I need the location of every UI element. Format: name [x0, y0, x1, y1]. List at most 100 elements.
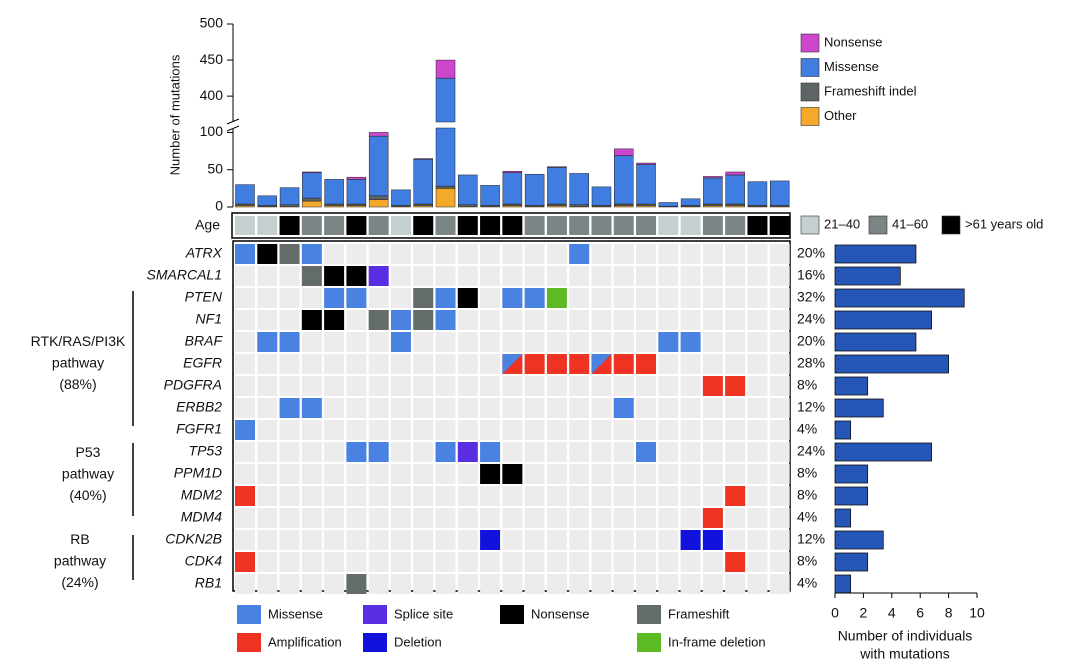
empty-cell — [613, 508, 634, 528]
age-cell — [569, 216, 590, 235]
empty-cell — [457, 310, 478, 330]
alteration-cell — [524, 288, 545, 308]
empty-cell — [636, 420, 657, 440]
empty-cell — [235, 398, 255, 418]
empty-cell — [235, 530, 255, 550]
empty-cell — [413, 574, 434, 594]
empty-cell — [502, 332, 523, 352]
empty-cell — [235, 464, 255, 484]
empty-cell — [725, 354, 746, 374]
empty-cell — [546, 464, 567, 484]
empty-cell — [279, 376, 300, 396]
empty-cell — [324, 574, 345, 594]
percent-label: 32% — [797, 289, 825, 305]
empty-cell — [480, 420, 501, 440]
empty-cell — [546, 376, 567, 396]
age-cell — [457, 216, 478, 235]
empty-cell — [613, 310, 634, 330]
empty-cell — [725, 574, 746, 594]
empty-cell — [524, 552, 545, 572]
empty-cell — [613, 442, 634, 462]
empty-cell — [324, 530, 345, 550]
alteration-cell — [368, 310, 389, 330]
age-cell — [435, 216, 456, 235]
empty-cell — [413, 244, 434, 264]
empty-cell — [747, 508, 768, 528]
empty-cell — [480, 288, 501, 308]
empty-cell — [747, 486, 768, 506]
empty-cell — [680, 288, 701, 308]
age-cell — [235, 216, 255, 235]
bar-segment — [458, 174, 478, 206]
empty-cell — [725, 508, 746, 528]
empty-cell — [324, 552, 345, 572]
empty-cell — [413, 398, 434, 418]
bar — [834, 244, 917, 264]
empty-cell — [235, 354, 255, 374]
empty-cell — [346, 552, 367, 572]
alteration-cell — [480, 530, 501, 550]
age-cell — [747, 216, 768, 235]
legend-label: In-frame deletion — [668, 634, 766, 649]
gene-label: PPM1D — [174, 465, 222, 481]
break-gap — [435, 122, 457, 128]
empty-cell — [390, 552, 411, 572]
bar-segment — [614, 155, 634, 205]
empty-cell — [546, 530, 567, 550]
empty-cell — [725, 398, 746, 418]
empty-cell — [569, 332, 590, 352]
percent-label: 24% — [797, 311, 825, 327]
alteration-cell — [480, 464, 501, 484]
empty-cell — [569, 442, 590, 462]
percent-label: 24% — [797, 443, 825, 459]
gene-label: TP53 — [189, 443, 223, 459]
empty-cell — [591, 486, 612, 506]
empty-cell — [413, 530, 434, 550]
empty-cell — [390, 530, 411, 550]
empty-cell — [747, 310, 768, 330]
bar-segment — [435, 185, 456, 189]
alteration-cell — [702, 530, 723, 550]
age-cell — [636, 216, 657, 235]
empty-cell — [636, 552, 657, 572]
empty-cell — [658, 508, 679, 528]
empty-cell — [324, 420, 345, 440]
y-axis-label: Number of mutations — [167, 54, 182, 175]
alteration-cell — [301, 266, 322, 286]
alteration-cell — [235, 244, 255, 264]
empty-cell — [435, 530, 456, 550]
legend-swatch — [237, 633, 261, 652]
percent-label: 4% — [797, 575, 817, 591]
empty-cell — [769, 310, 790, 330]
empty-cell — [569, 288, 590, 308]
empty-cell — [257, 574, 278, 594]
empty-cell — [658, 288, 679, 308]
alteration-cell — [279, 244, 300, 264]
empty-cell — [502, 574, 523, 594]
x-tick-label: 2 — [860, 605, 868, 621]
empty-cell — [390, 574, 411, 594]
alteration-cell — [502, 354, 523, 374]
empty-cell — [702, 398, 723, 418]
empty-cell — [636, 574, 657, 594]
empty-cell — [769, 530, 790, 550]
empty-cell — [235, 332, 255, 352]
empty-cell — [591, 552, 612, 572]
empty-cell — [591, 376, 612, 396]
empty-cell — [658, 376, 679, 396]
age-cell — [301, 216, 322, 235]
bar-segment — [302, 172, 322, 199]
alteration-cell — [457, 442, 478, 462]
x-tick-label: 8 — [945, 605, 953, 621]
empty-cell — [235, 376, 255, 396]
empty-cell — [346, 332, 367, 352]
bar-segment — [658, 202, 679, 207]
empty-cell — [390, 376, 411, 396]
empty-cell — [413, 376, 434, 396]
empty-cell — [235, 288, 255, 308]
empty-cell — [591, 530, 612, 550]
gene-label: ERBB2 — [176, 399, 222, 415]
age-cell — [524, 216, 545, 235]
empty-cell — [747, 530, 768, 550]
alteration-cell — [390, 332, 411, 352]
